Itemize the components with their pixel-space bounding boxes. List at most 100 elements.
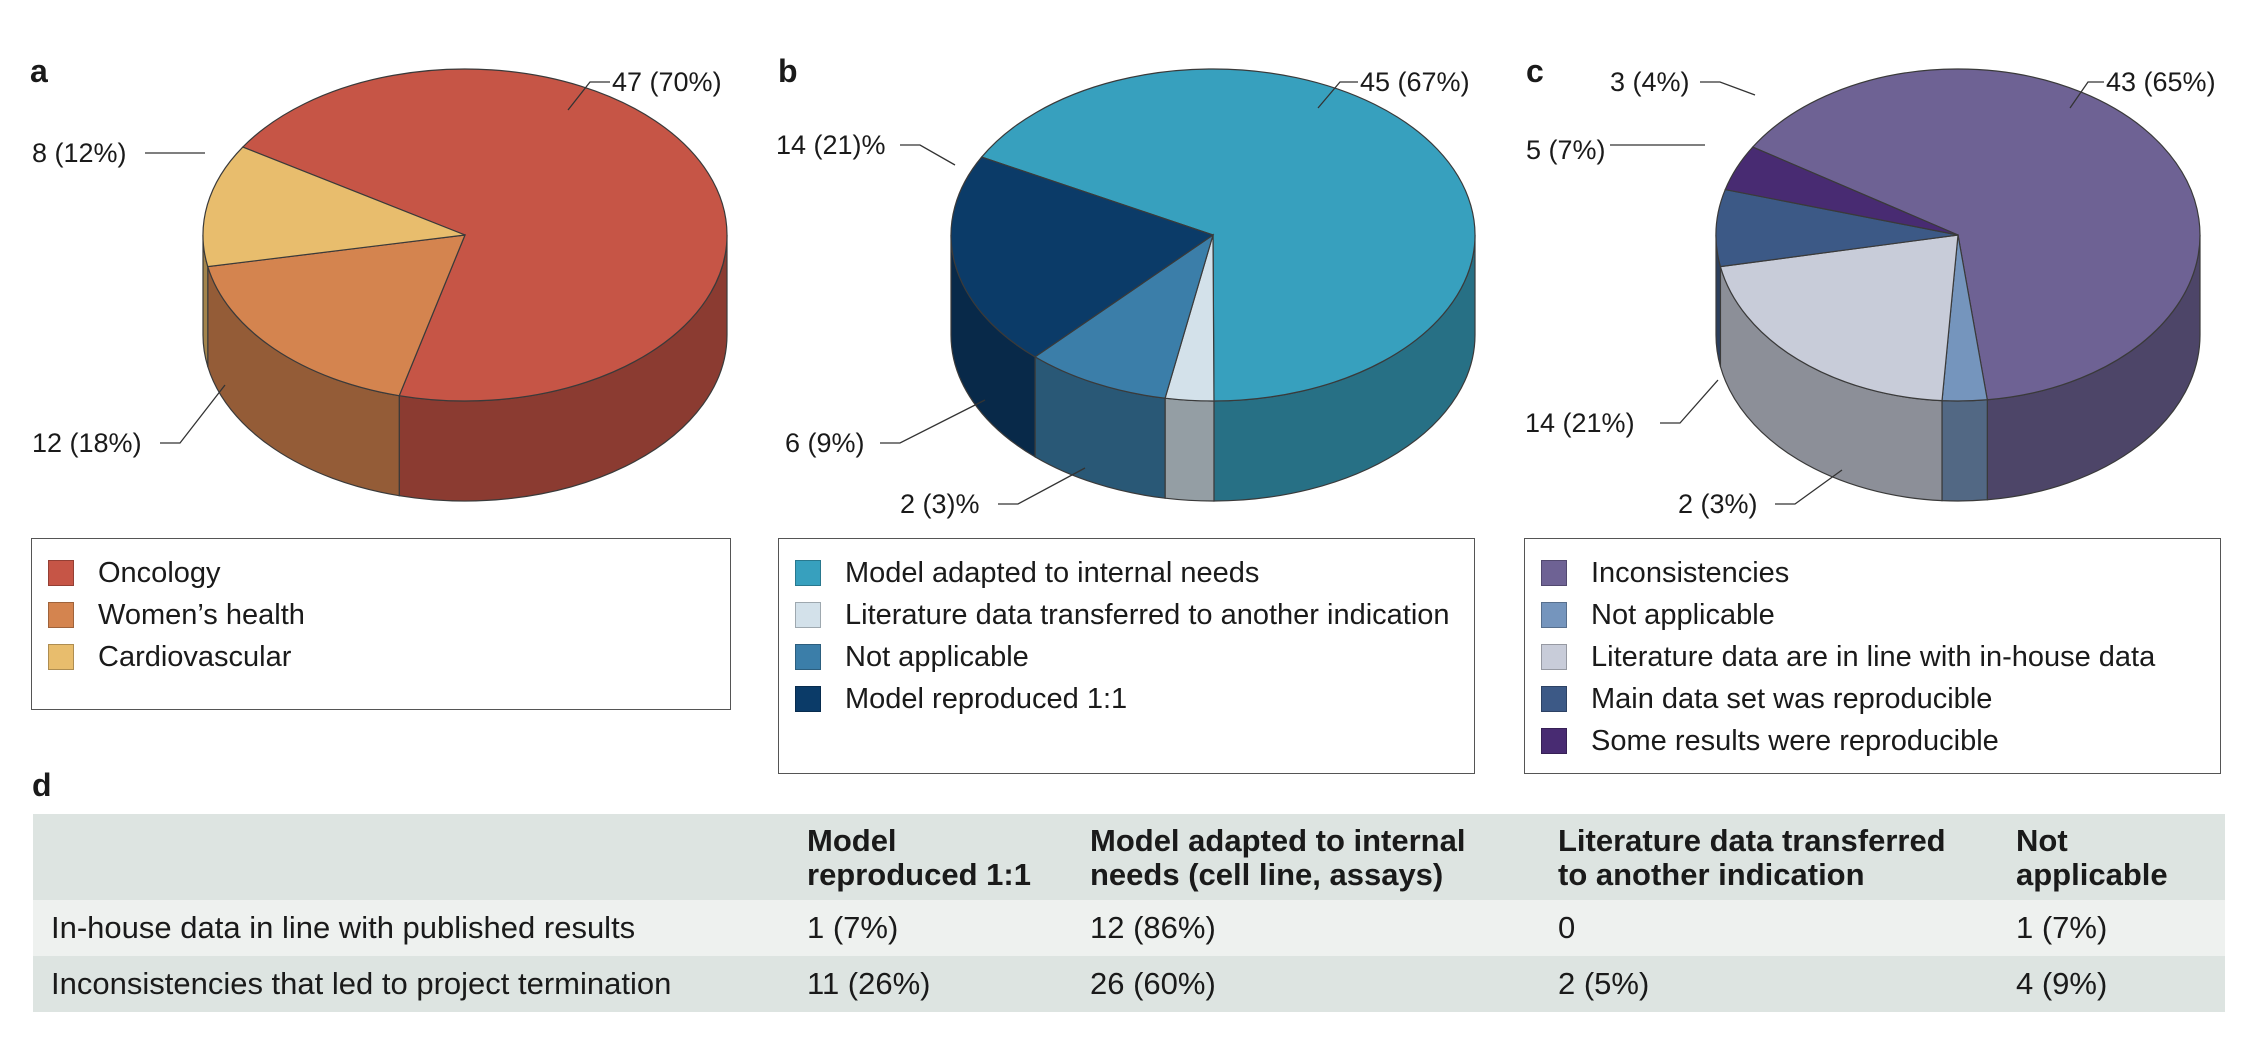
leader-line: [880, 399, 986, 444]
legend-swatch: [1541, 686, 1567, 712]
pie-slice: [207, 234, 466, 397]
legend-swatch: [48, 602, 74, 628]
panel-label-b: b: [778, 53, 798, 89]
column-header: Not applicable: [1998, 814, 2225, 900]
leader-line: [1660, 379, 1719, 424]
legend-item: Literature data transferred to another i…: [795, 597, 1458, 633]
legend-label: Oncology: [98, 557, 221, 589]
legend-swatch: [1541, 728, 1567, 754]
legend-item: Not applicable: [1541, 597, 2204, 633]
legend-label: Model adapted to internal needs: [845, 557, 1260, 589]
leader-line: [1317, 81, 1358, 109]
pie-slice: [1033, 233, 1215, 399]
legend-label: Not applicable: [845, 641, 1029, 673]
pie-charts: a 47 (70%) 12 (18%) 8 (12%) b 45 (67%) 2 (3)% 6…: [30, 53, 2216, 519]
panel-label-c: c: [1526, 53, 1544, 89]
table-header-row: Model reproduced 1:1 Model adapted to in…: [33, 814, 2225, 900]
data-label: 12 (18%): [32, 428, 142, 458]
legend-swatch: [795, 602, 821, 628]
legend-swatch: [48, 644, 74, 670]
legend-swatch: [1541, 602, 1567, 628]
table-cell: 1 (7%): [789, 900, 1072, 956]
pie-slice: [950, 156, 1215, 358]
legend-item: Model adapted to internal needs: [795, 555, 1458, 591]
legend-swatch: [795, 560, 821, 586]
legend-label: Literature data are in line with in-hous…: [1591, 641, 2156, 673]
legend-label: Literature data transferred to another i…: [845, 599, 1450, 631]
column-header: Literature data transferred to another i…: [1540, 814, 1998, 900]
data-label: 14 (21%): [1525, 408, 1635, 438]
legend-swatch: [795, 686, 821, 712]
pie-slice: [241, 68, 728, 402]
table-cell: 26 (60%): [1072, 956, 1540, 1012]
legend-item: Model reproduced 1:1: [795, 681, 1458, 717]
column-header: [33, 814, 789, 900]
leader-line: [1775, 469, 1843, 505]
legend-label: Main data set was reproducible: [1591, 683, 1993, 715]
pie-chart-b: b 45 (67%) 2 (3)% 6 (9%) 14 (21)%: [776, 53, 1476, 519]
column-header: Model reproduced 1:1: [789, 814, 1072, 900]
data-label: 3 (4%): [1610, 67, 1690, 97]
legend-item: Cardiovascular: [48, 639, 714, 675]
legend-item: Women’s health: [48, 597, 714, 633]
pie-slice: [1719, 234, 1959, 402]
legend-a: Oncology Women’s health Cardiovascular: [31, 538, 731, 710]
data-label: 6 (9%): [785, 428, 865, 458]
column-header: Model adapted to internal needs (cell li…: [1072, 814, 1540, 900]
pie-slice: [1751, 68, 2201, 401]
data-label: 47 (70%): [612, 67, 722, 97]
legend-swatch: [1541, 644, 1567, 670]
pie-slice: [980, 68, 1476, 402]
legend-item: Oncology: [48, 555, 714, 591]
table-cell: 0: [1540, 900, 1998, 956]
legend-label: Cardiovascular: [98, 641, 292, 673]
legend-label: Not applicable: [1591, 599, 1775, 631]
leader-line: [160, 384, 226, 444]
pie-slice: [1724, 146, 1959, 236]
table-cell: 4 (9%): [1998, 956, 2225, 1012]
legend-swatch: [1541, 560, 1567, 586]
leader-line: [998, 467, 1086, 505]
legend-swatch: [48, 560, 74, 586]
data-label: 2 (3)%: [900, 489, 980, 519]
data-label: 14 (21)%: [776, 130, 886, 160]
pie-side-wall: [1164, 397, 1215, 502]
legend-c: Inconsistencies Not applicable Literatur…: [1524, 538, 2221, 774]
legend-label: Women’s health: [98, 599, 305, 631]
data-label: 8 (12%): [32, 138, 127, 168]
data-label: 5 (7%): [1526, 135, 1606, 165]
leader-line: [567, 81, 610, 111]
table-cell: 1 (7%): [1998, 900, 2225, 956]
panel-label-a: a: [30, 53, 48, 89]
panel-label-d: d: [32, 767, 52, 803]
data-label: 45 (67%): [1360, 67, 1470, 97]
legend-label: Inconsistencies: [1591, 557, 1790, 589]
data-label: 2 (3%): [1678, 489, 1758, 519]
pie-slice: [1715, 188, 1959, 268]
leader-line: [1700, 81, 1756, 96]
pie-chart-a: a 47 (70%) 12 (18%) 8 (12%): [30, 53, 728, 502]
legend-item: Not applicable: [795, 639, 1458, 675]
table-cell: 12 (86%): [1072, 900, 1540, 956]
pie-side-walls: [950, 234, 1476, 502]
pie-side-wall: [1941, 399, 1988, 502]
legend-item: Main data set was reproducible: [1541, 681, 2204, 717]
pie-slice: [202, 146, 466, 268]
legend-b: Model adapted to internal needs Literatu…: [778, 538, 1475, 774]
pie-chart-c: c 43 (65%) 2 (3%) 14 (21%) 5 (7%) 3 (4%): [1525, 53, 2216, 519]
leader-line: [900, 144, 956, 166]
results-table: Model reproduced 1:1 Model adapted to in…: [33, 814, 2225, 1012]
table-cell: In-house data in line with published res…: [33, 900, 789, 956]
table-cell: 11 (26%): [789, 956, 1072, 1012]
legend-label: Model reproduced 1:1: [845, 683, 1128, 715]
legend-label: Some results were reproducible: [1591, 725, 1999, 757]
table-row: In-house data in line with published res…: [33, 900, 2225, 956]
legend-item: Literature data are in line with in-hous…: [1541, 639, 2204, 675]
legend-item: Some results were reproducible: [1541, 723, 2204, 759]
table-cell: Inconsistencies that led to project term…: [33, 956, 789, 1012]
table-cell: 2 (5%): [1540, 956, 1998, 1012]
legend-swatch: [795, 644, 821, 670]
table-row: Inconsistencies that led to project term…: [33, 956, 2225, 1012]
legend-item: Inconsistencies: [1541, 555, 2204, 591]
data-label: 43 (65%): [2106, 67, 2216, 97]
